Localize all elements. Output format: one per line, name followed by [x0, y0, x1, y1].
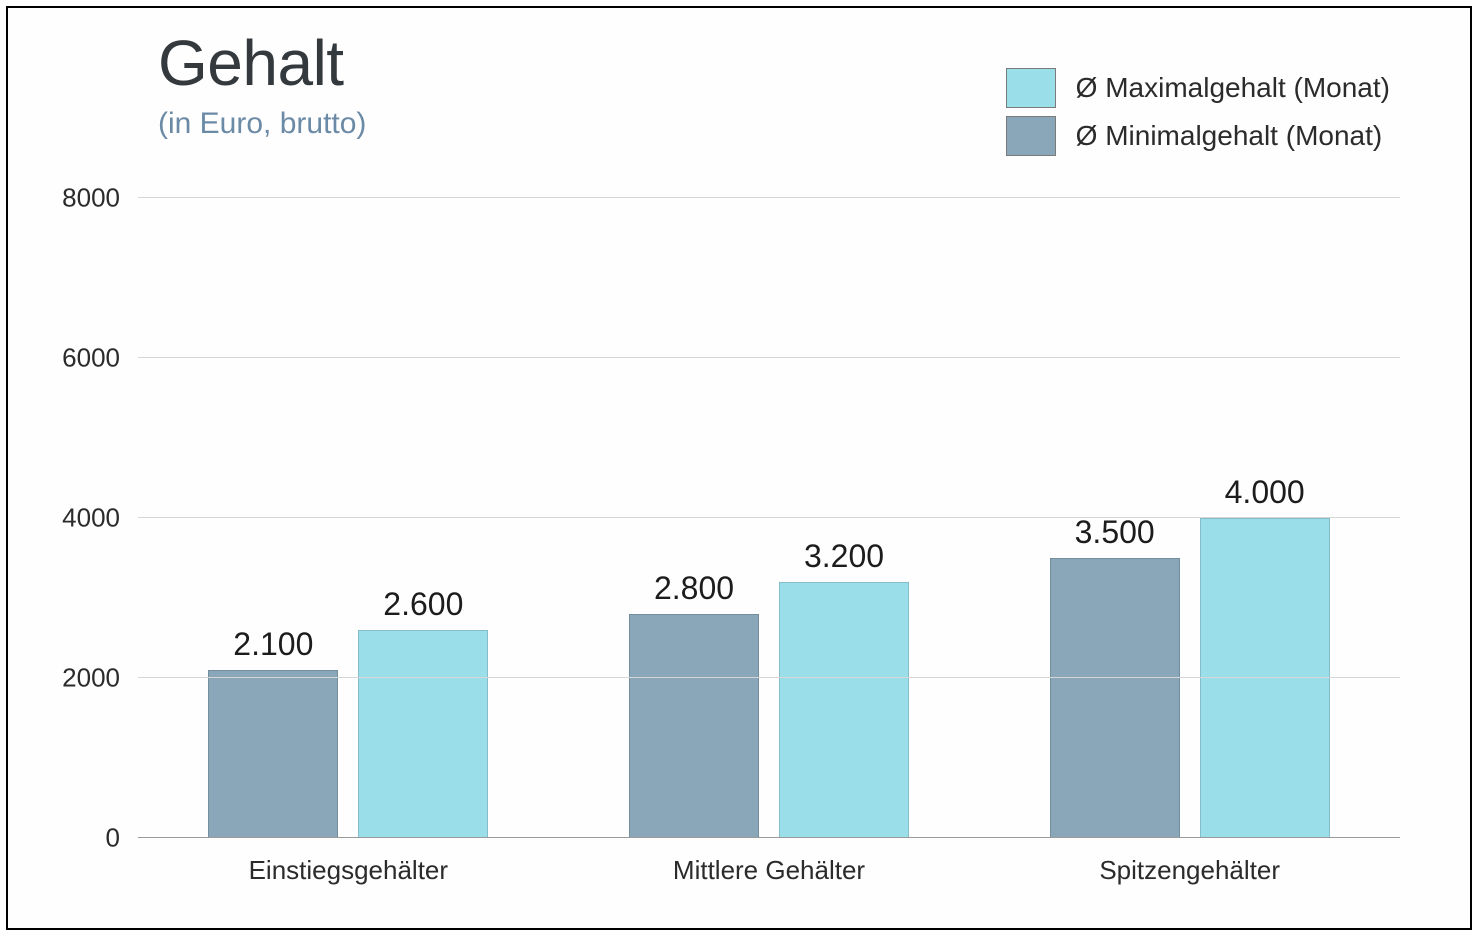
title-block: Gehalt (in Euro, brutto): [158, 30, 366, 141]
bar-max: 4.000: [1200, 518, 1330, 838]
gridline: 6000: [138, 357, 1400, 358]
bar-value-label: 4.000: [1225, 474, 1305, 511]
bar-value-label: 2.800: [654, 570, 734, 607]
bar-group: 2.8003.200: [559, 198, 980, 838]
bar-pair: 2.8003.200: [629, 198, 909, 838]
bar-max: 3.200: [779, 582, 909, 838]
legend-label-min: Ø Minimalgehalt (Monat): [1076, 120, 1383, 152]
bar-pair: 2.1002.600: [208, 198, 488, 838]
y-tick-label: 0: [106, 823, 138, 854]
bar-pair: 3.5004.000: [1050, 198, 1330, 838]
gridline: 4000: [138, 517, 1400, 518]
plot-area: 2.1002.6002.8003.2003.5004.000 020004000…: [138, 198, 1400, 838]
bar-value-label: 2.600: [383, 586, 463, 623]
gridline: 0: [138, 837, 1400, 838]
bar-value-label: 3.200: [804, 538, 884, 575]
bar-min: 2.800: [629, 614, 759, 838]
bar-value-label: 3.500: [1075, 514, 1155, 551]
legend-item-min: Ø Minimalgehalt (Monat): [1006, 116, 1390, 156]
chart-panel: Gehalt (in Euro, brutto) Ø Maximalgehalt…: [6, 6, 1472, 930]
chart-title: Gehalt: [158, 30, 366, 97]
y-tick-label: 4000: [62, 503, 138, 534]
legend-swatch-min: [1006, 116, 1056, 156]
bar-groups: 2.1002.6002.8003.2003.5004.000: [138, 198, 1400, 838]
bar-group: 2.1002.600: [138, 198, 559, 838]
x-axis-labels: EinstiegsgehälterMittlere GehälterSpitze…: [138, 855, 1400, 886]
y-tick-label: 8000: [62, 183, 138, 214]
legend-swatch-max: [1006, 68, 1056, 108]
bar-min: 2.100: [208, 670, 338, 838]
y-tick-label: 6000: [62, 343, 138, 374]
x-tick-label: Einstiegsgehälter: [138, 855, 559, 886]
chart-frame: Gehalt (in Euro, brutto) Ø Maximalgehalt…: [0, 0, 1478, 936]
gridline: 8000: [138, 197, 1400, 198]
bar-min: 3.500: [1050, 558, 1180, 838]
x-tick-label: Mittlere Gehälter: [559, 855, 980, 886]
bar-max: 2.600: [358, 630, 488, 838]
x-tick-label: Spitzengehälter: [979, 855, 1400, 886]
gridline: 2000: [138, 677, 1400, 678]
chart-subtitle: (in Euro, brutto): [158, 107, 366, 141]
y-tick-label: 2000: [62, 663, 138, 694]
bar-group: 3.5004.000: [979, 198, 1400, 838]
legend-item-max: Ø Maximalgehalt (Monat): [1006, 68, 1390, 108]
legend-label-max: Ø Maximalgehalt (Monat): [1076, 72, 1390, 104]
bar-value-label: 2.100: [233, 626, 313, 663]
legend: Ø Maximalgehalt (Monat) Ø Minimalgehalt (…: [1006, 68, 1390, 164]
